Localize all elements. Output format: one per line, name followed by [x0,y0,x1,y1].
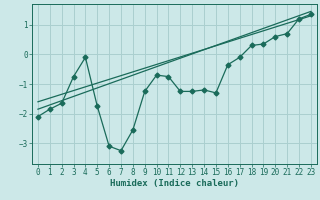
X-axis label: Humidex (Indice chaleur): Humidex (Indice chaleur) [110,179,239,188]
